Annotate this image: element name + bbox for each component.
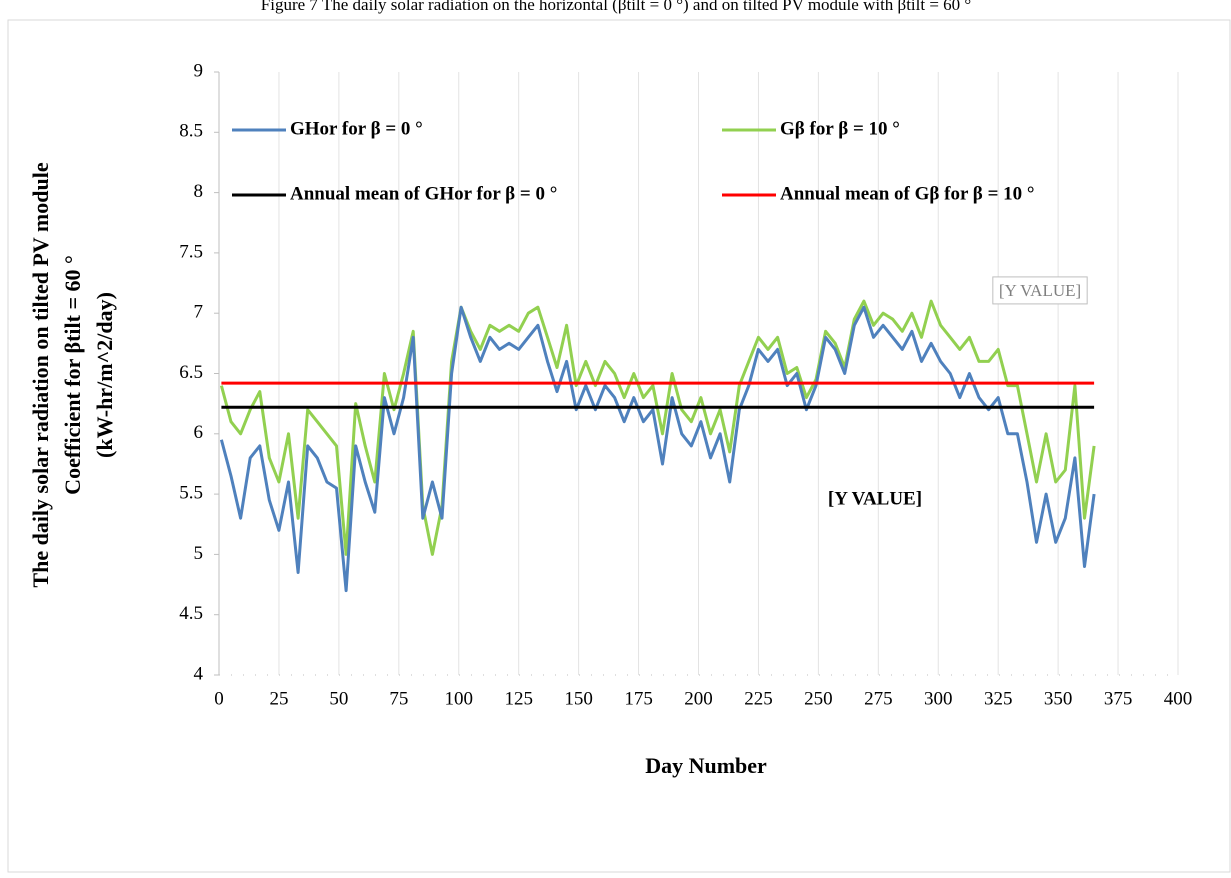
series-line [219,299,1096,556]
y-tick-label: 5 [194,543,204,564]
x-tick-label: 200 [684,688,713,709]
x-axis-label: Day Number [645,753,767,778]
x-tick-label: 75 [389,688,408,709]
y-axis-label-line: Coefficient for βtilt = 60 ° [60,255,85,495]
y-tick-label: 5.5 [179,482,203,503]
annotation: [Y VALUE] [999,281,1081,300]
y-tick-label: 4 [194,663,204,684]
x-tick-label: 400 [1164,688,1193,709]
legend-label: Annual mean of Gβ for β = 10 ° [780,183,1035,204]
x-tick-label: 325 [984,688,1013,709]
chart-title: Figure 7 The daily solar radiation on th… [261,0,971,14]
annotation: [Y VALUE] [828,488,922,509]
y-axis-label-line: The daily solar radiation on tilted PV m… [28,162,53,587]
x-tick-label: 25 [269,688,288,709]
y-tick-label: 7.5 [179,241,203,262]
x-tick-label: 250 [804,688,833,709]
y-tick-label: 6.5 [179,362,203,383]
chart-frame [7,19,1231,873]
y-tick-label: 8 [194,181,204,202]
x-tick-label: 350 [1044,688,1073,709]
y-tick-label: 9 [194,60,204,81]
x-tick-label: 100 [445,688,474,709]
series-line [219,305,1096,593]
y-tick-label: 6 [194,422,204,443]
x-tick-label: 175 [624,688,653,709]
x-tick-label: 125 [504,688,533,709]
x-tick-label: 50 [329,688,348,709]
legend-label: GHor for β = 0 ° [290,118,423,139]
legend-label: Gβ for β = 10 ° [780,118,900,139]
y-tick-label: 4.5 [179,603,203,624]
legend-label: Annual mean of GHor for β = 0 ° [290,183,557,204]
x-tick-label: 150 [564,688,593,709]
x-tick-label: 0 [214,688,224,709]
x-tick-label: 275 [864,688,893,709]
x-tick-label: 375 [1104,688,1133,709]
y-tick-label: 8.5 [179,121,203,142]
x-tick-label: 225 [744,688,773,709]
annotation-box [992,276,1088,305]
y-axis-label-line: (kW-hr/m^2/day) [92,292,117,458]
y-tick-label: 7 [194,302,204,323]
x-tick-label: 300 [924,688,953,709]
y-axis-label: The daily solar radiation on tilted PV m… [28,162,117,587]
